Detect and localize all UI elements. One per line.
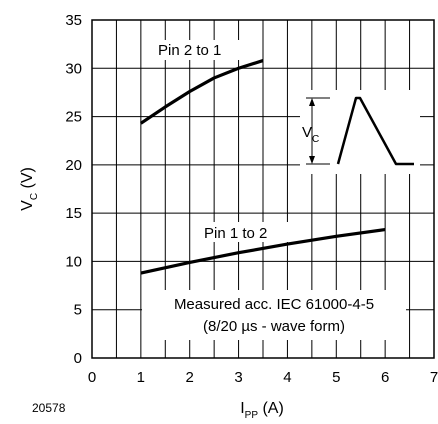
- inset-label-sub: C: [312, 134, 319, 145]
- note-line-1: Measured acc. IEC 61000-4-5: [174, 296, 374, 313]
- series-group: [139, 59, 386, 275]
- tick-labels: 0 1 2 3 4 5 6 7 0 5 10 15 20 25 30 35: [65, 12, 438, 386]
- x-tick-label: 1: [137, 369, 145, 386]
- label-bg-pin2to1: [154, 40, 242, 60]
- inset-label-main: V: [302, 124, 312, 141]
- y-tick-label: 10: [65, 253, 82, 270]
- x-axis-title: IPP (A): [240, 400, 284, 421]
- note-background: [142, 290, 406, 340]
- y-tick-label: 30: [65, 60, 82, 77]
- y-axis-title-unit: (V): [19, 167, 36, 193]
- inset-arrow-up: [309, 98, 315, 106]
- y-tick-label: 25: [65, 109, 82, 126]
- series-line-1: [140, 227, 386, 275]
- y-tick-label: 35: [65, 12, 82, 29]
- y-tick-label: 20: [65, 157, 82, 174]
- inset-label: VC: [302, 124, 319, 145]
- y-tick-label: 0: [74, 350, 82, 367]
- x-tick-label: 3: [234, 369, 242, 386]
- x-axis-title-main: I: [240, 400, 244, 417]
- x-tick-label: 5: [332, 369, 340, 386]
- y-axis-title-main: V: [19, 200, 36, 211]
- y-tick-label: 15: [65, 205, 82, 222]
- figure-id: 20578: [32, 401, 66, 415]
- inset-background: [300, 90, 420, 174]
- y-axis-title: VC (V): [19, 167, 40, 211]
- note-line-2: (8/20 µs - wave form): [203, 318, 345, 335]
- x-axis-title-unit: (A): [258, 400, 284, 417]
- inset-waveform: VC: [300, 90, 420, 174]
- inset-waveform-line: [336, 96, 414, 166]
- y-tick-label: 5: [74, 302, 82, 319]
- inset-arrow-down: [309, 156, 315, 164]
- x-tick-label: 0: [88, 369, 96, 386]
- x-tick-label: 2: [186, 369, 194, 386]
- plot-frame: [91, 19, 435, 359]
- label-bg-pin1to2: [200, 222, 288, 242]
- y-axis-title-sub: C: [29, 193, 40, 200]
- series-label-pin1to2: Pin 1 to 2: [204, 225, 267, 242]
- x-tick-label: 7: [430, 369, 438, 386]
- x-tick-label: 4: [283, 369, 291, 386]
- measurement-note: Measured acc. IEC 61000-4-5 (8/20 µs - w…: [142, 290, 406, 340]
- x-tick-label: 6: [381, 369, 389, 386]
- x-axis-title-sub: PP: [245, 410, 259, 421]
- series-label-pin2to1: Pin 2 to 1: [158, 42, 221, 59]
- series-line-0: [139, 59, 264, 125]
